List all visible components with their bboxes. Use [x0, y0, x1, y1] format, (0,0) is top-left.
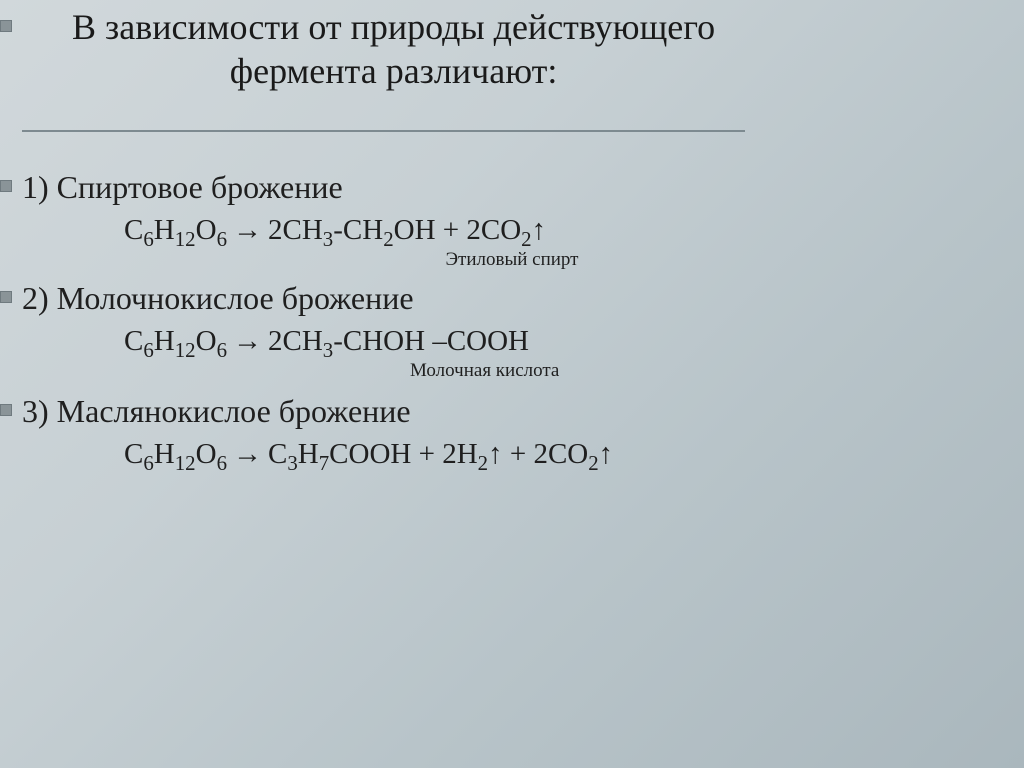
- item-3-heading: 3) Маслянокислое брожение: [22, 390, 411, 433]
- item-3-equation: С6Н12О6→С3Н7СООН + 2Н2↑ + 2СО2↑: [0, 433, 1024, 475]
- title-line-2: фермента различают:: [72, 50, 715, 94]
- bullet-icon: [0, 404, 12, 416]
- item-2-equation: С6Н12О6→2СН3-СНОН –СООН: [0, 320, 1024, 362]
- item-2-heading-row: 2) Молочнокислое брожение: [0, 277, 1024, 320]
- item-1-heading-row: 1) Спиртовое брожение: [0, 166, 1024, 209]
- bullet-icon: [0, 291, 12, 303]
- bullet-icon: [0, 20, 12, 32]
- item-1-heading: 1) Спиртовое брожение: [22, 166, 343, 209]
- item-1-equation: С6Н12О6→2СН3-СН2ОН + 2СО2↑: [0, 209, 1024, 251]
- slide: В зависимости от природы действующего фе…: [0, 0, 1024, 768]
- item-3-heading-row: 3) Маслянокислое брожение: [0, 390, 1024, 433]
- item-2-label: Молочная кислота: [0, 360, 1024, 382]
- item-1-label: Этиловый спирт: [0, 249, 1024, 271]
- bullet-icon: [0, 180, 12, 192]
- title-row: В зависимости от природы действующего фе…: [0, 0, 1024, 166]
- title-block: В зависимости от природы действующего фе…: [22, 0, 745, 132]
- title-line-1: В зависимости от природы действующего: [72, 6, 715, 50]
- item-2-heading: 2) Молочнокислое брожение: [22, 277, 414, 320]
